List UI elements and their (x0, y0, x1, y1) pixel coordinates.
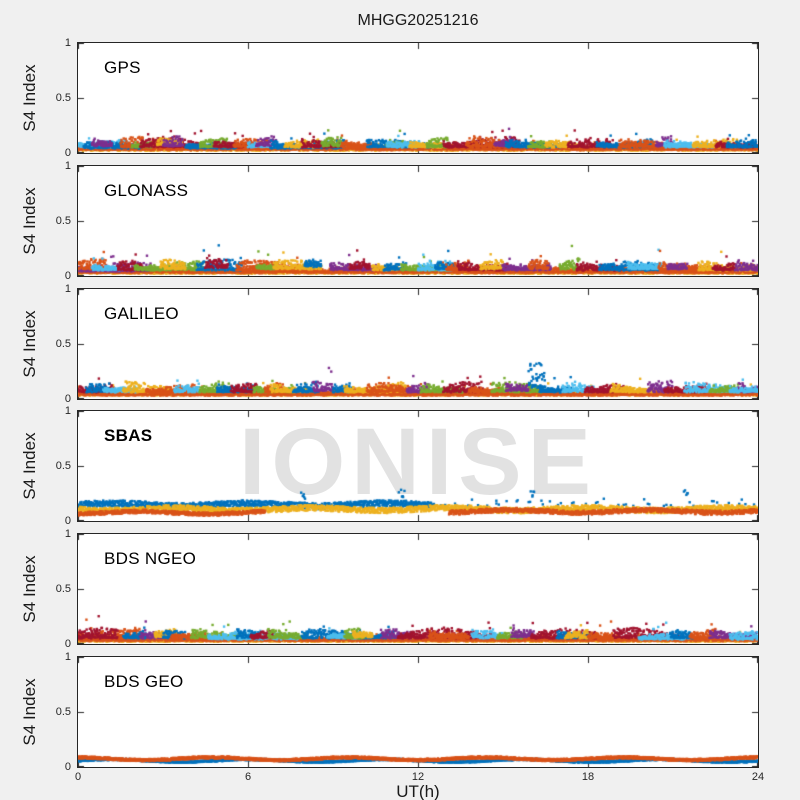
plot-area: GPS (77, 42, 759, 154)
scatter-canvas (78, 166, 758, 276)
y-tick-label: 0 (64, 638, 71, 650)
constellation-label: GALILEO (104, 304, 179, 323)
y-tick-label: 0 (64, 270, 71, 282)
panel-bds-geo: S4 Index 1 0.5 0 BDS GEO 0 6 12 18 24 UT(h) (0, 651, 800, 800)
scatter-canvas (78, 657, 758, 767)
y-tick-label: 1 (64, 160, 71, 172)
x-tick-label: 6 (244, 771, 252, 783)
y-tick-label: 1 (64, 528, 71, 540)
y-tick-label: 0 (64, 393, 71, 405)
y-tick-label: 0.5 (55, 706, 71, 718)
plot-area: IONISE SBAS (77, 410, 759, 522)
scatter-canvas (78, 534, 758, 644)
panel-galileo: S4 Index 1 0.5 0 GALILEO (0, 283, 800, 405)
y-tick-label: 0.5 (55, 338, 71, 350)
y-tick-label: 0 (64, 761, 71, 773)
y-tick-label: 0.5 (55, 215, 71, 227)
y-tick-label: 0.5 (55, 460, 71, 472)
constellation-label: SBAS (104, 426, 153, 445)
y-tick-label: 0 (64, 147, 71, 159)
constellation-label: BDS NGEO (104, 549, 197, 568)
plot-area: GALILEO (77, 288, 759, 400)
constellation-label: GPS (104, 58, 141, 77)
y-tick-label: 1 (64, 37, 71, 49)
constellation-label: BDS GEO (104, 672, 184, 691)
y-tick-label: 1 (64, 405, 71, 417)
scatter-canvas (78, 289, 758, 399)
x-tick-label: 24 (751, 771, 765, 783)
x-tick-label: 12 (411, 771, 425, 783)
x-tick-label: 18 (581, 771, 595, 783)
panel-glonass: S4 Index 1 0.5 0 GLONASS (0, 160, 800, 282)
panel-bds-ngeo: S4 Index 1 0.5 0 BDS NGEO (0, 528, 800, 650)
plot-area: BDS NGEO (77, 533, 759, 645)
plot-area: BDS GEO (77, 656, 759, 768)
panel-gps: S4 Index 1 0.5 0 GPS (0, 37, 800, 159)
plot-area: GLONASS (77, 165, 759, 277)
y-tick-label: 0.5 (55, 583, 71, 595)
y-tick-label: 1 (64, 651, 71, 663)
panel-sbas: S4 Index 1 0.5 0 IONISE SBAS (0, 405, 800, 527)
scatter-canvas (78, 411, 758, 521)
x-tick-label: 0 (74, 771, 82, 783)
scatter-canvas (78, 43, 758, 153)
y-tick-label: 0 (64, 515, 71, 527)
y-tick-label: 0.5 (55, 92, 71, 104)
figure-title: MHGG20251216 (357, 12, 479, 29)
constellation-label: GLONASS (104, 181, 189, 200)
y-tick-label: 1 (64, 283, 71, 295)
x-axis-label: UT(h) (396, 782, 440, 800)
